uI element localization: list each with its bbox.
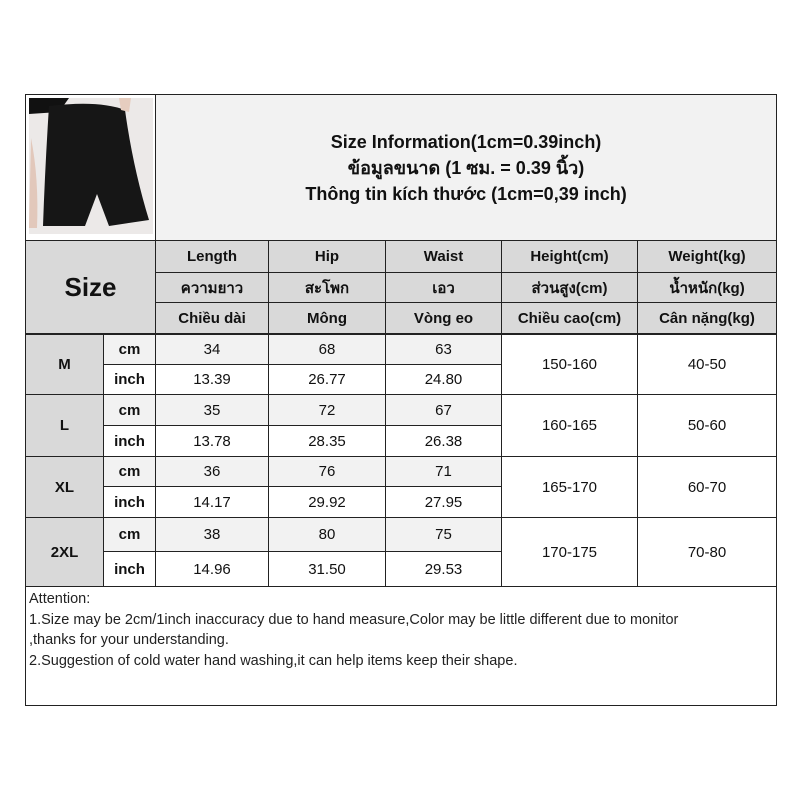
header-hip-en: Hip <box>268 240 386 273</box>
size-row-inch: inch 14.17 29.92 27.95 <box>26 486 777 518</box>
unit-inch: inch <box>103 486 156 518</box>
unit-inch: inch <box>103 364 156 395</box>
unit-inch: inch <box>103 551 156 587</box>
height-range: 170-175 <box>501 517 638 587</box>
attention-line-1: 1.Size may be 2cm/1inch inaccuracy due t… <box>29 611 679 628</box>
height-range: 160-165 <box>501 394 638 457</box>
header-length-vi: Chiều dài <box>155 302 269 334</box>
attention-notes: Attention: 1.Size may be 2cm/1inch inacc… <box>25 586 777 706</box>
header-weight-en: Weight(kg) <box>636 240 778 273</box>
header-waist-en: Waist <box>385 240 502 273</box>
unit-cm: cm <box>103 456 156 487</box>
waist-inch: 27.95 <box>385 486 502 518</box>
length-cm: 38 <box>155 517 269 552</box>
header-length-en: Length <box>155 240 269 273</box>
waist-inch: 26.38 <box>385 425 502 457</box>
hip-cm: 76 <box>268 456 386 487</box>
length-inch: 13.39 <box>155 364 269 395</box>
unit-cm: cm <box>103 517 156 552</box>
header-length-th: ความยาว <box>155 272 269 303</box>
header-waist-th: เอว <box>385 272 502 303</box>
size-row-cm: XL cm 36 76 71 165-170 60-70 <box>25 456 777 518</box>
hip-cm: 72 <box>268 394 386 426</box>
size-info-title: Size Information(1cm=0.39inch) ข้อมูลขนา… <box>154 94 778 241</box>
product-photo-icon <box>28 97 153 234</box>
header-hip-vi: Mông <box>268 302 386 334</box>
attention-line-2: 2.Suggestion of cold water hand washing,… <box>29 652 518 669</box>
unit-inch: inch <box>103 425 156 457</box>
title-thai: ข้อมูลขนาด (1 ซม. = 0.39 นิ้ว) <box>347 157 585 178</box>
height-range: 150-160 <box>501 334 638 395</box>
weight-range: 70-80 <box>637 517 777 587</box>
weight-range: 60-70 <box>637 456 777 518</box>
hip-inch: 29.92 <box>268 486 386 518</box>
length-cm: 35 <box>155 394 269 426</box>
length-cm: 36 <box>155 456 269 487</box>
length-inch: 14.17 <box>155 486 269 518</box>
waist-cm: 63 <box>385 334 502 365</box>
weight-range: 50-60 <box>637 394 777 457</box>
header-height-en: Height(cm) <box>501 240 638 273</box>
header-weight-vi: Cân nặng(kg) <box>636 302 778 334</box>
waist-cm: 75 <box>385 517 502 552</box>
waist-inch: 29.53 <box>385 551 502 587</box>
header-weight-th: น้ำหนัก(kg) <box>636 272 778 303</box>
size-row-inch: inch 13.39 26.77 24.80 <box>26 364 777 395</box>
length-cm: 34 <box>155 334 269 365</box>
title-english: Size Information(1cm=0.39inch) <box>330 131 602 152</box>
unit-cm: cm <box>103 394 156 426</box>
hip-cm: 68 <box>268 334 386 365</box>
title-vietnamese: Thông tin kích thước (1cm=0,39 inch) <box>305 183 627 204</box>
size-row-inch: inch 13.78 28.35 26.38 <box>26 425 777 457</box>
size-label: 2XL <box>25 517 104 587</box>
size-header: Size <box>25 240 156 334</box>
hip-inch: 26.77 <box>268 364 386 395</box>
waist-cm: 71 <box>385 456 502 487</box>
header-height-vi: Chiều cao(cm) <box>501 302 638 334</box>
hip-inch: 28.35 <box>268 425 386 457</box>
size-row-cm: 2XL cm 38 80 75 170-175 70-80 <box>25 517 777 587</box>
length-inch: 14.96 <box>155 551 269 587</box>
height-range: 165-170 <box>501 456 638 518</box>
waist-inch: 24.80 <box>385 364 502 395</box>
size-label: XL <box>25 456 104 518</box>
size-label: M <box>25 334 104 395</box>
attention-heading: Attention: <box>29 591 91 607</box>
header-height-th: ส่วนสูง(cm) <box>501 272 638 303</box>
hip-cm: 80 <box>268 517 386 552</box>
weight-range: 40-50 <box>637 334 777 395</box>
hip-inch: 31.50 <box>268 551 386 587</box>
size-row-inch: inch 14.96 31.50 29.53 <box>26 551 777 587</box>
product-image <box>25 94 156 241</box>
size-label: L <box>25 394 104 457</box>
unit-cm: cm <box>103 334 156 365</box>
header-waist-vi: Vòng eo <box>385 302 502 334</box>
waist-cm: 67 <box>385 394 502 426</box>
length-inch: 13.78 <box>155 425 269 457</box>
attention-line-1-cont: ,thanks for your understanding. <box>29 632 229 648</box>
header-hip-th: สะโพก <box>268 272 386 303</box>
size-chart: Size Information(1cm=0.39inch) ข้อมูลขนา… <box>25 94 778 706</box>
